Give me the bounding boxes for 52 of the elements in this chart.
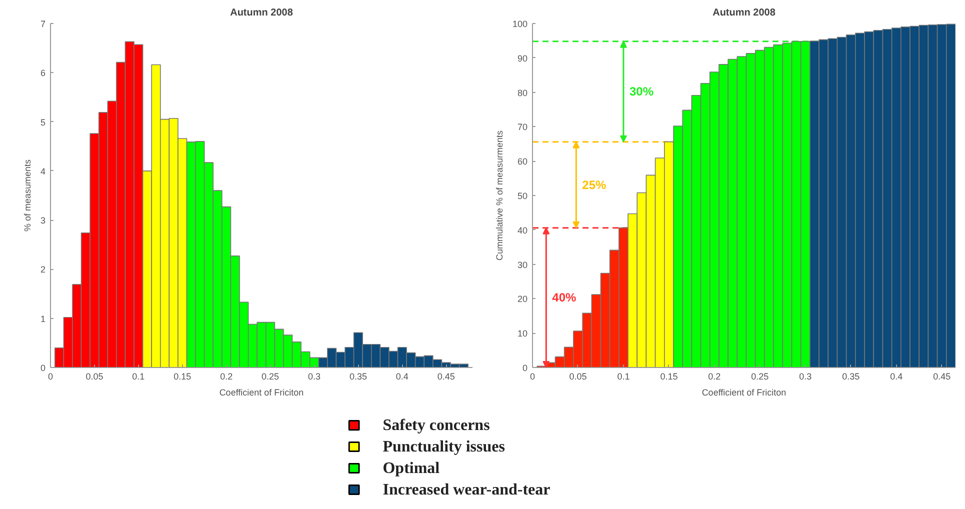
x-tick-label: 0.45 [437, 372, 455, 382]
y-tick-label: 60 [517, 156, 528, 167]
x-tick-label: 0.2 [708, 372, 721, 382]
x-tick-label: 0.25 [262, 372, 280, 382]
legend-label: Punctuality issues [382, 438, 505, 456]
y-axis-title: Cummulative % of measurments [494, 130, 504, 261]
legend-label: Optimal [382, 460, 440, 477]
x-tick-label: 0.25 [751, 372, 769, 382]
y-tick-label: 0 [40, 363, 46, 373]
y-tick-label: 2 [40, 264, 46, 275]
chart-title: Autumn 2008 [230, 8, 294, 18]
y-axis-title: % of measuments [22, 158, 32, 232]
x-tick-label: 0.35 [349, 372, 367, 382]
x-tick-label: 0.2 [220, 372, 233, 382]
x-tick-label: 0.05 [86, 372, 104, 382]
x-tick-label: 0 [530, 372, 536, 382]
y-tick-label: 100 [512, 19, 528, 29]
y-tick-label: 4 [40, 166, 46, 176]
y-tick-label: 50 [517, 191, 528, 201]
x-tick-label: 0.15 [174, 372, 192, 382]
annotation: 40% [552, 290, 576, 305]
chart-title: Autumn 2008 [712, 8, 776, 18]
y-tick-label: 90 [517, 53, 528, 64]
y-tick-label: 6 [40, 68, 46, 78]
y-tick-label: 10 [517, 328, 528, 339]
x-tick-label: 0.1 [132, 372, 145, 382]
x-tick-label: 0.05 [569, 372, 587, 382]
legend-label: Increased wear-and-tear [382, 481, 550, 498]
x-tick-label: 0.15 [660, 372, 678, 382]
x-tick-label: 0.45 [933, 372, 951, 382]
x-tick-label: 0.35 [842, 372, 860, 382]
x-tick-label: 0.3 [799, 372, 812, 382]
y-tick-label: 1 [40, 314, 46, 324]
annotation: 30% [629, 84, 654, 99]
y-tick-label: 70 [517, 122, 528, 132]
x-tick-label: 0.4 [890, 372, 903, 382]
y-tick-label: 30 [517, 260, 528, 270]
y-tick-label: 20 [517, 294, 528, 304]
x-axis-title: Coefficient of Friciton [702, 388, 786, 398]
legend-label: Safety concerns [382, 416, 490, 434]
y-tick-label: 5 [40, 117, 46, 128]
y-tick-label: 3 [40, 216, 46, 226]
y-tick-label: 0 [522, 363, 528, 373]
y-tick-label: 80 [517, 88, 528, 98]
x-tick-label: 0.1 [617, 372, 630, 382]
x-tick-label: 0.3 [308, 372, 321, 382]
y-tick-label: 40 [517, 225, 528, 236]
x-axis-title: Coefficient of Friciton [219, 388, 304, 398]
x-tick-label: 0.4 [396, 372, 408, 382]
y-tick-label: 7 [40, 19, 46, 29]
x-tick-label: 0 [48, 372, 54, 382]
annotation: 25% [582, 178, 607, 192]
